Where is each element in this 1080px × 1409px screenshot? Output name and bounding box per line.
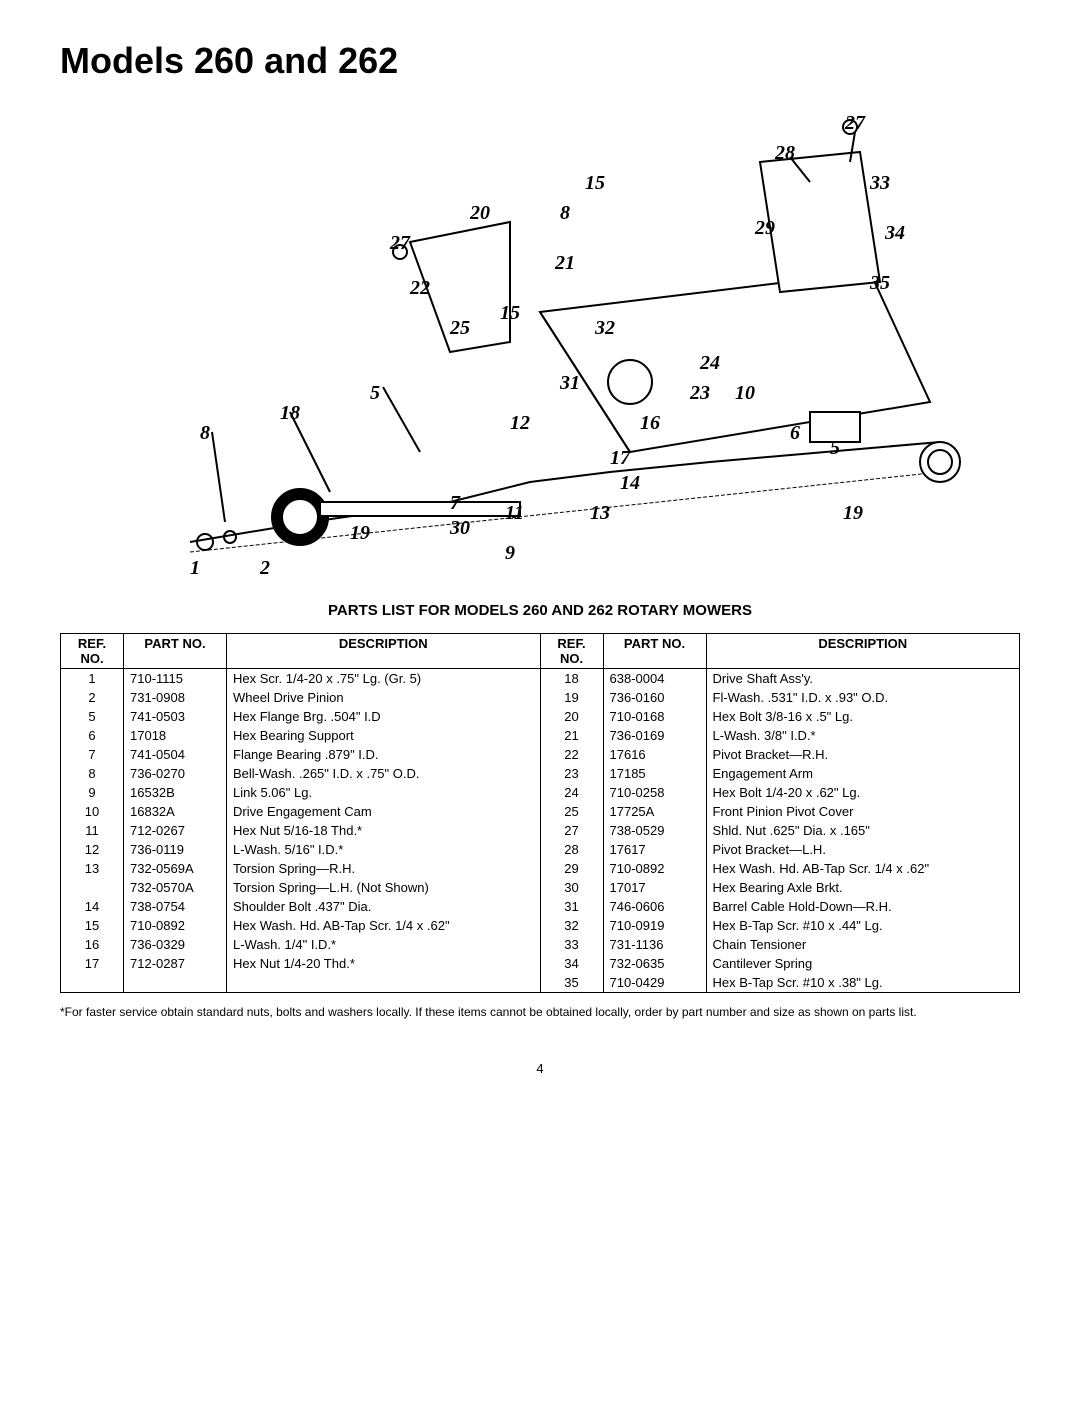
col-header-ref2: REF.NO. [540, 634, 603, 669]
exploded-diagram: 27 28 33 15 8 20 29 34 27 21 22 35 15 32 25 24 31 23 10 5 18… [110, 102, 970, 572]
diagram-ref-label: 8 [560, 202, 570, 225]
table-row: 35710-0429Hex B-Tap Scr. #10 x .38" Lg. [61, 973, 1020, 993]
diagram-ref-label: 27 [390, 232, 410, 255]
table-row: 16736-0329L-Wash. 1/4" I.D.*33731-1136Ch… [61, 935, 1020, 954]
table-row: 916532BLink 5.06" Lg.24710-0258Hex Bolt … [61, 783, 1020, 802]
table-row: 15710-0892Hex Wash. Hd. AB-Tap Scr. 1/4 … [61, 916, 1020, 935]
table-row: 17712-0287Hex Nut 1/4-20 Thd.*34732-0635… [61, 954, 1020, 973]
diagram-ref-label: 6 [790, 422, 800, 445]
diagram-ref-label: 17 [610, 447, 630, 470]
table-row: 8736-0270Bell-Wash. .265" I.D. x .75" O.… [61, 764, 1020, 783]
diagram-ref-label: 25 [450, 317, 470, 340]
diagram-ref-label: 28 [775, 142, 795, 165]
diagram-ref-label: 29 [755, 217, 775, 240]
table-row: 12736-0119L-Wash. 5/16" I.D.*2817617Pivo… [61, 840, 1020, 859]
diagram-ref-label: 5 [830, 437, 840, 460]
diagram-ref-label: 15 [585, 172, 605, 195]
diagram-ref-label: 19 [350, 522, 370, 545]
table-row: 14738-0754Shoulder Bolt .437" Dia.31746-… [61, 897, 1020, 916]
table-row: 5741-0503Hex Flange Brg. .504" I.D20710-… [61, 707, 1020, 726]
diagram-ref-label: 15 [500, 302, 520, 325]
diagram-ref-label: 23 [690, 382, 710, 405]
diagram-ref-label: 9 [505, 542, 515, 565]
table-row: 732-0570ATorsion Spring—L.H. (Not Shown)… [61, 878, 1020, 897]
diagram-ref-label: 27 [845, 112, 865, 135]
table-row: 1016832ADrive Engagement Cam2517725AFron… [61, 802, 1020, 821]
diagram-ref-label: 22 [410, 277, 430, 300]
diagram-ref-label: 12 [510, 412, 530, 435]
diagram-ref-label: 34 [885, 222, 905, 245]
diagram-ref-label: 8 [200, 422, 210, 445]
diagram-ref-label: 30 [450, 517, 470, 540]
page-number: 4 [60, 1061, 1020, 1076]
diagram-ref-label: 21 [555, 252, 575, 275]
diagram-ref-label: 35 [870, 272, 890, 295]
diagram-ref-label: 32 [595, 317, 615, 340]
diagram-ref-label: 2 [260, 557, 270, 580]
parts-list-table: REF.NO. PART NO. DESCRIPTION REF.NO. PAR… [60, 633, 1020, 993]
table-row: 11712-0267Hex Nut 5/16-18 Thd.*27738-052… [61, 821, 1020, 840]
table-row: 7741-0504Flange Bearing .879" I.D.221761… [61, 745, 1020, 764]
diagram-ref-label: 11 [505, 502, 524, 525]
diagram-ref-label: 24 [700, 352, 720, 375]
table-row: 13732-0569ATorsion Spring—R.H.29710-0892… [61, 859, 1020, 878]
col-header-ref: REF.NO. [61, 634, 124, 669]
diagram-ref-label: 31 [560, 372, 580, 395]
diagram-ref-label: 7 [450, 492, 460, 515]
diagram-ref-label: 5 [370, 382, 380, 405]
footnote: *For faster service obtain standard nuts… [60, 1005, 1020, 1021]
col-header-desc2: DESCRIPTION [706, 634, 1020, 669]
page-title: Models 260 and 262 [60, 40, 1020, 82]
col-header-partno: PART NO. [124, 634, 227, 669]
diagram-ref-label: 16 [640, 412, 660, 435]
diagram-ref-label: 13 [590, 502, 610, 525]
table-row: 617018Hex Bearing Support21736-0169L-Was… [61, 726, 1020, 745]
diagram-ref-label: 14 [620, 472, 640, 495]
table-row: 2731-0908Wheel Drive Pinion19736-0160Fl-… [61, 688, 1020, 707]
diagram-ref-label: 18 [280, 402, 300, 425]
table-row: 1710-1115Hex Scr. 1/4-20 x .75" Lg. (Gr.… [61, 669, 1020, 689]
diagram-ref-label: 10 [735, 382, 755, 405]
table-caption: PARTS LIST FOR MODELS 260 AND 262 ROTARY… [60, 602, 1020, 619]
diagram-ref-label: 33 [870, 172, 890, 195]
diagram-ref-label: 1 [190, 557, 200, 580]
col-header-desc: DESCRIPTION [227, 634, 541, 669]
diagram-ref-label: 20 [470, 202, 490, 225]
col-header-partno2: PART NO. [603, 634, 706, 669]
diagram-ref-label: 19 [843, 502, 863, 525]
